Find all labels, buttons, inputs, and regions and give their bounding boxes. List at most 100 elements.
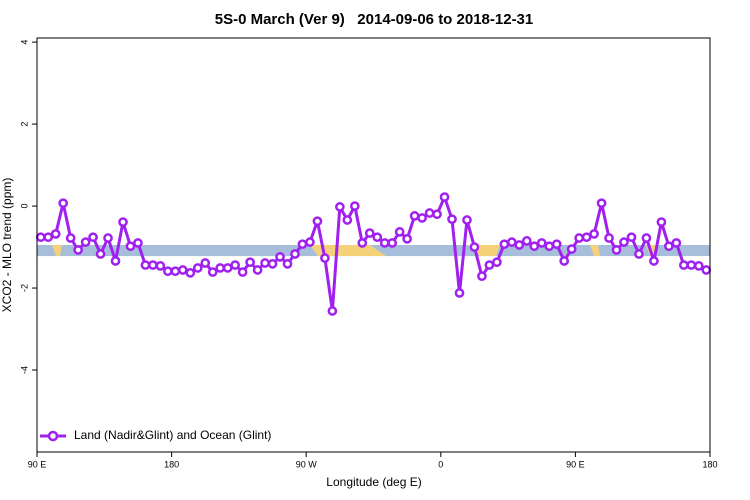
data-point <box>43 232 54 243</box>
data-point <box>335 202 345 212</box>
data-point <box>155 261 166 271</box>
data-point <box>80 237 91 247</box>
chart-title: 5S-0 March (Ver 9) 2014-09-06 to 2018-12… <box>215 11 534 28</box>
data-point <box>402 234 412 244</box>
land-patch <box>52 245 62 256</box>
data-point <box>312 216 323 227</box>
y-axis-label: XCO2 - MLO trend (ppm) <box>0 178 14 313</box>
data-point <box>559 256 570 266</box>
data-point <box>581 232 592 243</box>
data-point <box>394 227 405 237</box>
x-tick-label: 180 <box>164 459 179 469</box>
x-tick-label: 90 E <box>28 459 47 469</box>
data-point <box>290 249 300 259</box>
data-point <box>58 198 69 209</box>
x-tick-label: 90 E <box>566 459 585 469</box>
data-point <box>432 209 442 220</box>
data-point <box>185 268 196 278</box>
data-point <box>50 229 61 239</box>
data-point <box>73 245 83 255</box>
data-point <box>424 208 435 218</box>
y-tick-label: 0 <box>19 204 29 209</box>
data-point <box>65 233 76 243</box>
data-point <box>477 271 487 282</box>
data-point <box>626 232 637 243</box>
data-point <box>649 256 659 266</box>
data-point <box>529 241 540 252</box>
data-point <box>207 267 218 277</box>
data-point <box>357 238 368 248</box>
data-point <box>133 238 143 248</box>
land-patch <box>310 245 386 256</box>
data-point <box>551 239 562 250</box>
data-point <box>521 236 532 246</box>
data-point <box>237 267 248 277</box>
data-point <box>447 214 457 225</box>
data-point <box>387 238 398 248</box>
data-point <box>200 258 211 268</box>
data-point <box>536 238 547 248</box>
data-point <box>320 253 330 263</box>
data-point <box>656 217 667 227</box>
x-tick-label: 180 <box>702 459 717 469</box>
data-point <box>589 229 599 239</box>
data-point <box>260 258 270 268</box>
data-point <box>566 244 577 254</box>
data-point <box>671 238 682 248</box>
y-tick-label: 2 <box>19 122 29 127</box>
data-point <box>222 263 233 273</box>
data-point <box>170 266 181 277</box>
data-point <box>484 260 495 270</box>
data-point <box>641 233 652 243</box>
x-tick-label: 0 <box>438 459 443 469</box>
data-point <box>664 241 674 252</box>
data-point <box>118 217 128 227</box>
data-point <box>409 211 420 221</box>
data-point <box>454 288 465 298</box>
data-point <box>372 232 383 243</box>
data-point <box>596 198 607 209</box>
legend-marker <box>47 430 59 442</box>
data-point <box>297 239 308 250</box>
x-tick-label: 90 W <box>296 459 318 469</box>
data-point <box>678 260 689 270</box>
data-point <box>327 306 338 316</box>
data-point <box>148 260 158 270</box>
data-point <box>364 228 375 238</box>
data-point <box>462 215 472 225</box>
y-tick-label: 4 <box>19 40 29 45</box>
data-point <box>245 257 255 268</box>
data-point <box>379 238 390 248</box>
data-point <box>686 260 697 270</box>
data-point <box>110 256 121 266</box>
data-point <box>282 259 293 269</box>
data-point <box>125 241 136 252</box>
data-point <box>499 239 510 250</box>
data-point <box>252 265 263 275</box>
data-point <box>514 240 525 250</box>
land-patch <box>590 245 600 256</box>
data-point <box>619 237 629 247</box>
data-point <box>604 233 614 243</box>
legend-label: Land (Nadir&Glint) and Ocean (Glint) <box>74 428 271 442</box>
data-point <box>305 237 315 247</box>
data-point <box>611 245 622 255</box>
data-point <box>103 233 113 243</box>
data-point <box>95 249 106 259</box>
data-point <box>693 261 704 271</box>
data-point <box>492 257 502 268</box>
data-point <box>544 241 555 252</box>
data-point <box>163 266 173 277</box>
plot-frame <box>36 37 711 453</box>
data-point <box>349 201 360 211</box>
data-point <box>701 265 712 275</box>
y-tick-label: -4 <box>19 366 29 374</box>
plot-area <box>35 192 712 316</box>
data-point <box>342 215 353 225</box>
data-point <box>230 260 241 270</box>
data-point <box>506 237 517 247</box>
data-point <box>439 192 450 202</box>
data-point <box>177 265 188 275</box>
